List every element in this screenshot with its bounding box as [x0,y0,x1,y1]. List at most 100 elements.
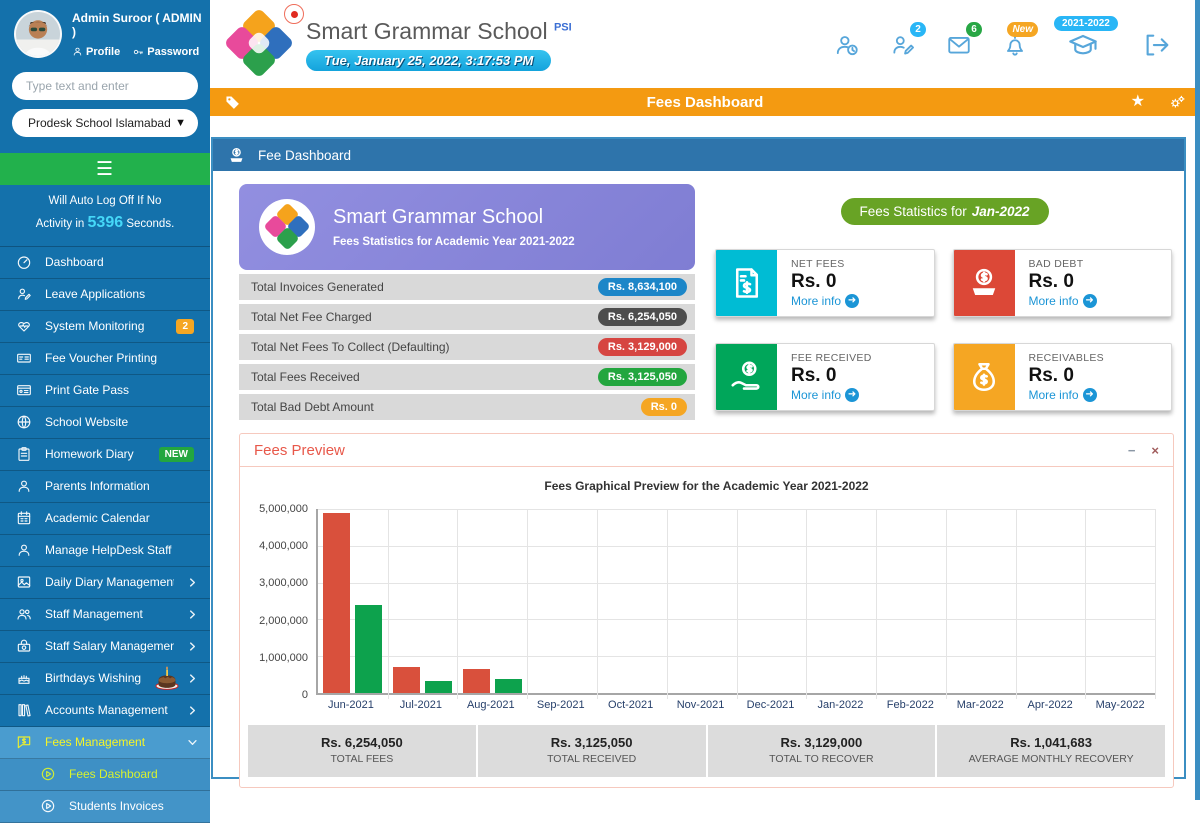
stat-value-badge: Rs. 3,129,000 [597,338,687,356]
sidebar-item-staff-management[interactable]: Staff Management [0,599,210,631]
envelope-icon [946,32,972,58]
logoff-seconds: 5396 [87,213,124,231]
chevron-right-icon [187,705,198,716]
settings-gears-icon[interactable] [1169,94,1186,111]
school-select-value: Prodesk School Islamabad [28,116,171,130]
sidebar-item-academic-calendar[interactable]: Academic Calendar [0,503,210,535]
x-axis-tick-label: Nov-2021 [676,699,725,711]
sidebar-item-accounts-management[interactable]: Accounts Management [0,695,210,727]
close-button[interactable]: × [1151,443,1159,458]
clipboard-icon [16,446,32,462]
arrow-circle-icon: ➜ [845,294,860,308]
school-logo-small [259,199,315,255]
sidebar-item-homework-diary[interactable]: Homework Diary NEW [0,439,210,471]
more-info-link[interactable]: More info ➜ [1029,294,1097,308]
chart-bar-group [806,509,876,693]
password-link[interactable]: Password [132,46,199,58]
sidebar-subitem-students-invoices[interactable]: Students Invoices [0,790,210,823]
y-axis-tick-label: 5,000,000 [259,503,308,515]
user-name: Admin Suroor ( ADMIN ) [72,10,202,39]
sidebar-search-input[interactable] [12,72,198,100]
chart-bar-red [323,512,351,693]
sidebar-item-dashboard[interactable]: Dashboard [0,247,210,279]
banner-subtitle: Fees Statistics for Academic Year 2021-2… [333,236,575,248]
logout-button[interactable] [1142,30,1172,60]
key-icon [132,46,144,58]
stat-row: Total Net Fees To Collect (Defaulting) R… [239,334,695,360]
birthday-cake-image [154,665,180,691]
money-bag-icon [966,359,1002,395]
gauge-icon [16,254,32,270]
profile-link[interactable]: Profile [72,46,120,58]
stat-row: Total Fees Received Rs. 3,125,050 [239,364,695,390]
chart-bar-group [1016,509,1086,693]
more-info-link[interactable]: More info ➜ [791,294,860,308]
notifications-button[interactable]: New [1002,22,1038,58]
card-value: Rs. 0 [1028,271,1074,292]
chart-bar-group [737,509,807,693]
sidebar-toggle-button[interactable]: ☰ [0,153,210,185]
chart-bar-group [946,509,1016,693]
sidebar-item-daily-diary-management[interactable]: Daily Diary Management [0,567,210,599]
stat-row: Total Net Fee Charged Rs. 6,254,050 [239,304,695,330]
school-select[interactable]: Prodesk School Islamabad ▼ [12,109,198,137]
academic-session-button[interactable]: 2021-2022 [1054,16,1118,60]
sidebar-item-fee-voucher-printing[interactable]: Fee Voucher Printing [0,343,210,375]
x-axis-tick-label: Apr-2022 [1027,699,1073,711]
x-axis-tick-label: Oct-2021 [608,699,654,711]
play-circle-icon [40,766,56,782]
sidebar-item-fees-management[interactable]: Fees Management [0,726,210,759]
x-axis-tick-label: Jul-2021 [399,699,442,711]
x-axis-tick-label: May-2022 [1095,699,1145,711]
sidebar-item-staff-salary-management[interactable]: Staff Salary Management [0,631,210,663]
fees-bar-chart: 5,000,000 4,000,000 3,000,000 2,000,000 1,00… [240,503,1173,701]
chevron-down-icon [187,737,198,748]
messages-button[interactable]: 6 [946,22,982,58]
sidebar-item-manage-helpdesk-staff[interactable]: Manage HelpDesk Staff [0,535,210,567]
favorite-star-icon[interactable]: ★ [1130,93,1145,110]
more-info-link[interactable]: More info ➜ [791,388,872,402]
chart-x-labels: Jun-2021 Jul-2021 Aug-2021 Sep-2021 Oct-2021… [316,699,1155,711]
sidebar-item-system-monitoring[interactable]: System Monitoring 2 [0,311,210,343]
stat-value-badge: Rs. 3,125,050 [597,368,687,386]
globe-icon [16,414,32,430]
sidebar-item-print-gate-pass[interactable]: Print Gate Pass [0,375,210,407]
auto-logoff-notice: Will Auto Log Off If No Activity in 5396… [0,185,210,247]
more-info-link[interactable]: More info ➜ [1029,388,1104,402]
user-clock-button[interactable] [834,32,860,58]
minimize-button[interactable]: − [1127,443,1136,458]
summary-total-received: Rs. 3,125,050 TOTAL RECEIVED [475,725,706,777]
chart-bar-group [1085,509,1155,693]
x-axis-tick-label: Jun-2021 [328,699,374,711]
sidebar-item-parents-information[interactable]: Parents Information [0,471,210,503]
sign-out-icon [1142,30,1172,60]
summary-total-to-recover: Rs. 3,129,000 TOTAL TO RECOVER [705,725,936,777]
salary-icon [16,638,32,654]
chart-y-labels: 5,000,000 4,000,000 3,000,000 2,000,000 1,00… [246,503,316,701]
x-axis-tick-label: Mar-2022 [956,699,1004,711]
x-axis-tick-label: Sep-2021 [536,699,585,711]
y-axis-tick-label: 2,000,000 [259,614,308,627]
donate-icon [227,146,246,165]
panel-title: Fee Dashboard [258,147,352,163]
user-icon [16,478,32,494]
sidebar-item-leave-applications[interactable]: Leave Applications [0,279,210,311]
page-scrollbar[interactable] [1195,0,1200,800]
card-value: Rs. 0 [1028,365,1074,386]
x-axis-tick-label: Aug-2021 [466,699,515,711]
user-clock-icon [834,32,860,58]
receivables-card: RECEIVABLES Rs. 0 More info ➜ [952,343,1172,411]
top-header: Smart Grammar School PSI Tue, January 25… [210,0,1200,88]
month-pill-month: Jan-2022 [971,204,1030,219]
chart-bar-group [876,509,946,693]
main-content: Smart Grammar School PSI Tue, January 25… [210,0,1200,800]
y-axis-tick-label: 3,000,000 [259,577,308,590]
chart-bar-red [393,667,421,693]
avatar[interactable] [14,10,62,58]
sidebar-item-birthdays-wishing[interactable]: Birthdays Wishing [0,663,210,695]
user-icon [16,542,32,558]
sidebar-item-school-website[interactable]: School Website [0,407,210,439]
leave-requests-button[interactable]: 2 [890,22,926,58]
sidebar-subitem-fees-dashboard[interactable]: Fees Dashboard [0,758,210,791]
fee-received-card: FEE RECEIVED Rs. 0 More info ➜ [715,343,935,411]
